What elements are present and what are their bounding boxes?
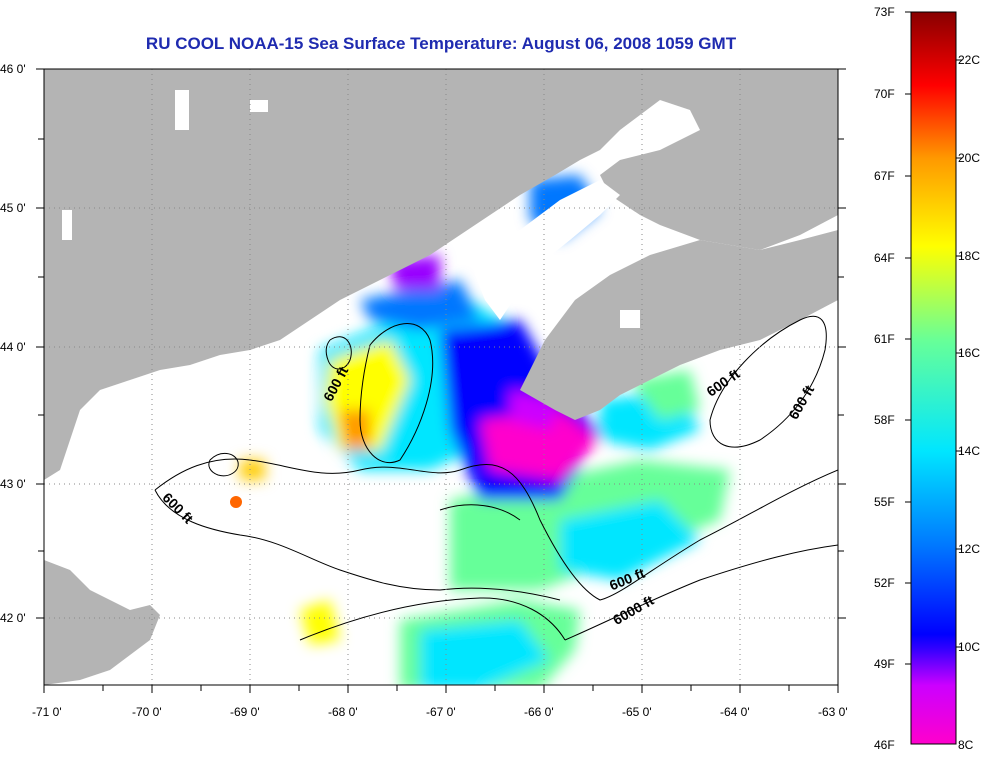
bay-of-fundy — [470, 180, 620, 320]
colorbar-f-label: 64F — [874, 251, 895, 265]
colorbar-f-label: 70F — [874, 87, 895, 101]
colorbar-c-label: 10C — [958, 640, 981, 654]
colorbar-c-label: 16C — [958, 346, 981, 360]
bathymetry-contours — [154, 315, 838, 641]
lat-label: 42 0' — [0, 611, 26, 625]
lon-label: -67 0' — [426, 705, 456, 719]
colorbar-c-label: 14C — [958, 444, 981, 458]
colorbar-c-label: 12C — [958, 542, 981, 556]
colorbar — [910, 11, 957, 745]
lon-label: -70 0' — [132, 705, 162, 719]
lake — [175, 90, 189, 130]
colorbar-f-label: 52F — [874, 576, 895, 590]
colorbar-c-label: 20C — [958, 151, 981, 165]
lake — [62, 210, 72, 240]
lat-label: 43 0' — [0, 477, 26, 491]
colorbar-f-label: 58F — [874, 413, 895, 427]
lat-label: 44 0' — [0, 340, 26, 354]
lake — [620, 310, 640, 328]
lon-label: -64 0' — [720, 705, 750, 719]
land-mainland — [44, 69, 838, 480]
map-border — [43, 68, 839, 686]
lat-label: 46 0' — [0, 62, 26, 76]
colorbar-ticks — [905, 11, 962, 665]
colorbar-f-label: 67F — [874, 169, 895, 183]
lon-label: -66 0' — [524, 705, 554, 719]
colorbar-f-label: 46F — [874, 738, 895, 752]
colorbar-c-label: 22C — [958, 53, 981, 67]
land-cape-cod — [44, 560, 160, 685]
warm-spot — [230, 496, 242, 508]
colorbar-f-label: 49F — [874, 657, 895, 671]
colorbar-f-label: 55F — [874, 495, 895, 509]
colorbar-c-label: 8C — [958, 738, 974, 752]
colorbar-f-label: 61F — [874, 332, 895, 346]
lat-label: 45 0' — [0, 201, 26, 215]
sst-field — [240, 175, 730, 685]
land-nova-scotia — [520, 230, 838, 420]
lon-label: -69 0' — [230, 705, 260, 719]
map-title: RU COOL NOAA-15 Sea Surface Temperature:… — [145, 34, 737, 53]
lon-label: -65 0' — [622, 705, 652, 719]
lon-label: -71 0' — [32, 705, 62, 719]
colorbar-c-label: 18C — [958, 249, 981, 263]
lake — [250, 100, 268, 112]
lon-label: -63 0' — [818, 705, 848, 719]
land-island — [90, 355, 102, 375]
lon-label: -68 0' — [328, 705, 358, 719]
axis-ticks — [36, 68, 846, 693]
colorbar-f-label: 73F — [874, 5, 895, 19]
